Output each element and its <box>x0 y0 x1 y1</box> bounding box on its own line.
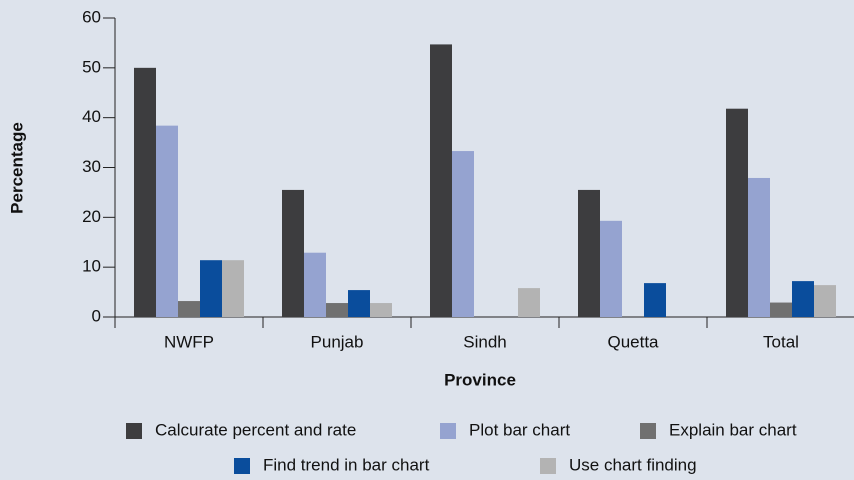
x-tick-label: Punjab <box>311 332 364 351</box>
bar <box>770 302 792 317</box>
x-tick-label: NWFP <box>164 332 214 351</box>
bar <box>748 177 770 317</box>
bar <box>370 303 392 317</box>
y-tick-label: 0 <box>92 306 101 325</box>
legend-swatch <box>126 423 142 439</box>
bar <box>600 220 622 317</box>
bar <box>178 301 200 317</box>
bar <box>430 44 452 317</box>
legend-label: Find trend in bar chart <box>263 455 430 474</box>
x-tick-label: Sindh <box>463 332 506 351</box>
legend-label: Use chart finding <box>569 455 697 474</box>
bar <box>304 252 326 317</box>
legend-label: Explain bar chart <box>669 420 797 439</box>
bar <box>222 260 244 317</box>
bar <box>326 303 348 317</box>
bar <box>792 281 814 317</box>
bar <box>518 288 540 317</box>
bar <box>452 151 474 317</box>
bar <box>134 67 156 317</box>
bar <box>726 108 748 318</box>
bar <box>282 189 304 317</box>
x-tick-label: Total <box>763 332 799 351</box>
bar <box>814 285 836 317</box>
y-tick-label: 60 <box>82 7 101 26</box>
legend-swatch <box>234 458 250 474</box>
bar <box>200 260 222 317</box>
legend-label: Plot bar chart <box>469 420 570 439</box>
bar <box>578 189 600 317</box>
bar <box>644 283 666 317</box>
y-tick-label: 40 <box>82 107 101 126</box>
legend-swatch <box>640 423 656 439</box>
bar <box>348 290 370 317</box>
y-tick-label: 20 <box>82 207 101 226</box>
bar <box>156 125 178 317</box>
legend-swatch <box>540 458 556 474</box>
legend-label: Calcurate percent and rate <box>155 420 356 439</box>
y-tick-label: 10 <box>82 257 101 276</box>
y-tick-label: 50 <box>82 57 101 76</box>
y-tick-label: 30 <box>82 157 101 176</box>
legend-swatch <box>440 423 456 439</box>
x-tick-label: Quetta <box>607 332 659 351</box>
y-axis-label: Percentage <box>7 122 26 214</box>
x-axis-label: Province <box>444 370 516 389</box>
